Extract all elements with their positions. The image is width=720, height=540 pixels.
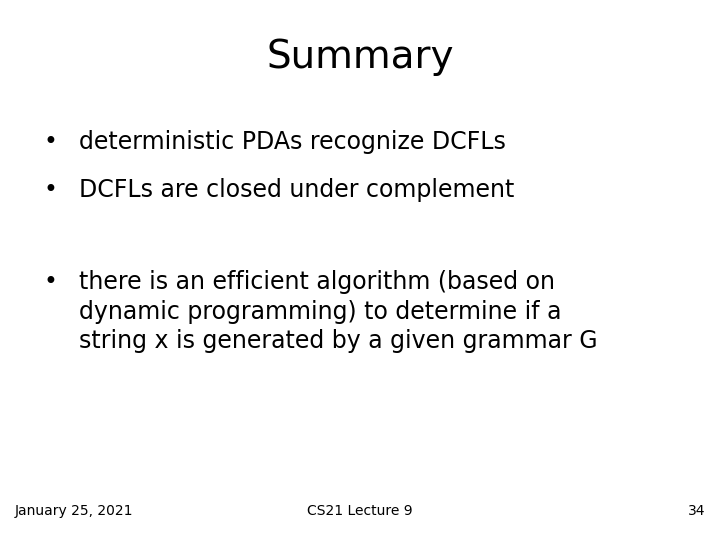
Text: deterministic PDAs recognize DCFLs: deterministic PDAs recognize DCFLs (79, 130, 506, 153)
Text: •: • (43, 130, 58, 153)
Text: •: • (43, 270, 58, 294)
Text: DCFLs are closed under complement: DCFLs are closed under complement (79, 178, 515, 202)
Text: Summary: Summary (266, 38, 454, 76)
Text: CS21 Lecture 9: CS21 Lecture 9 (307, 504, 413, 518)
Text: 34: 34 (688, 504, 706, 518)
Text: January 25, 2021: January 25, 2021 (14, 504, 133, 518)
Text: •: • (43, 178, 58, 202)
Text: there is an efficient algorithm (based on
dynamic programming) to determine if a: there is an efficient algorithm (based o… (79, 270, 598, 353)
